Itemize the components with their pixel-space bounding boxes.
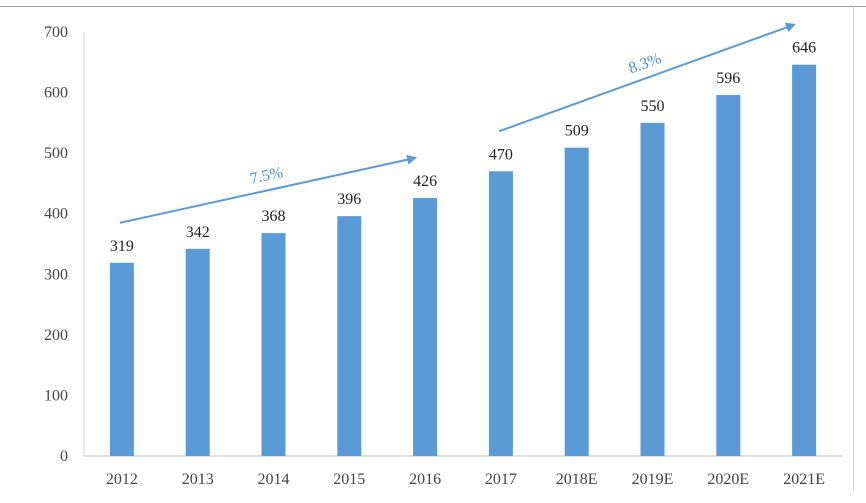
y-tick-label: 0 xyxy=(60,448,68,465)
bar xyxy=(564,147,589,457)
x-tick-label: 2016 xyxy=(409,471,441,488)
bar xyxy=(185,248,210,456)
x-tick-label: 2018E xyxy=(556,471,598,488)
x-tick-label: 2014 xyxy=(258,471,290,488)
bar xyxy=(792,64,817,457)
data-label: 646 xyxy=(792,40,816,57)
data-label: 319 xyxy=(110,238,134,255)
y-tick-label: 700 xyxy=(44,24,68,41)
bar xyxy=(413,197,438,457)
x-tick-labels: 2012 2013 2014 2015 2016 2017 2018E 2019E 2020E 2… xyxy=(106,471,825,488)
bar xyxy=(337,216,362,456)
y-tick-label: 600 xyxy=(44,85,68,102)
frame-right-border xyxy=(853,6,854,491)
bar xyxy=(716,94,741,456)
y-tick-label: 400 xyxy=(44,206,68,223)
x-tick-label: 2021E xyxy=(783,471,825,488)
data-label: 342 xyxy=(186,224,210,241)
y-tick-label: 300 xyxy=(44,266,68,283)
data-label: 426 xyxy=(413,173,437,190)
data-label: 368 xyxy=(262,208,286,225)
x-tick-label: 2017 xyxy=(485,471,517,488)
bar xyxy=(261,233,286,456)
bar xyxy=(109,262,134,456)
data-label: 470 xyxy=(489,146,513,163)
growth-arrow xyxy=(119,154,418,224)
y-tick-label: 500 xyxy=(44,145,68,162)
data-label: 596 xyxy=(716,70,740,87)
growth-annotations: 7.5%8.3% xyxy=(119,22,796,224)
data-label: 550 xyxy=(641,98,665,115)
data-labels: 319 342 368 396 426 470 509 550 596 646 xyxy=(110,40,816,255)
frame-top-border xyxy=(0,6,866,7)
x-tick-label: 2020E xyxy=(707,471,749,488)
data-label: 396 xyxy=(337,191,361,208)
bar xyxy=(488,171,513,457)
y-tick-label: 200 xyxy=(44,327,68,344)
x-tick-label: 2019E xyxy=(632,471,674,488)
bar xyxy=(640,122,665,456)
growth-rate-label: 7.5% xyxy=(248,164,284,188)
data-label: 509 xyxy=(565,123,589,140)
x-tick-label: 2012 xyxy=(106,471,138,488)
y-tick-label: 100 xyxy=(44,387,68,404)
y-tick-labels: 0 100 200 300 400 500 600 700 xyxy=(44,24,68,465)
bars xyxy=(109,64,817,457)
growth-arrow xyxy=(498,22,796,133)
x-tick-label: 2015 xyxy=(333,471,365,488)
x-tick-label: 2013 xyxy=(182,471,214,488)
